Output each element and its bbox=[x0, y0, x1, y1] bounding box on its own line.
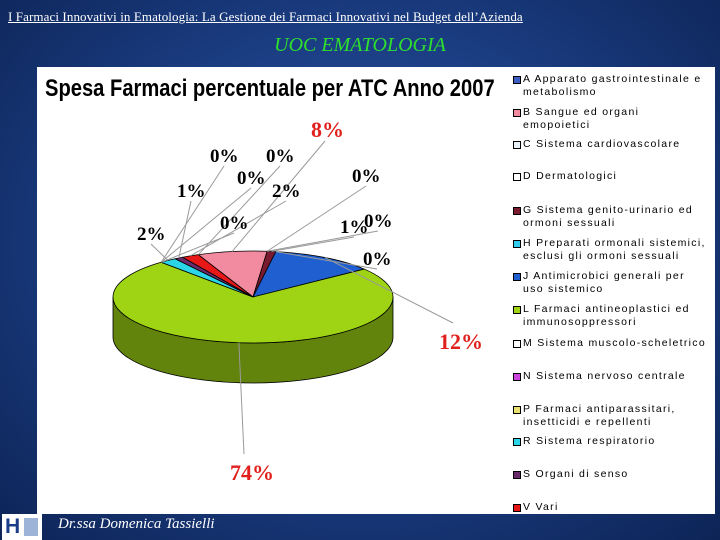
legend-swatch bbox=[513, 141, 521, 149]
footer-author: Dr.ssa Domenica Tassielli bbox=[58, 516, 215, 532]
legend-swatch bbox=[513, 273, 521, 281]
data-label-j: 12% bbox=[439, 329, 483, 354]
leader-line bbox=[324, 257, 454, 324]
leader-line bbox=[197, 165, 281, 255]
leader-line bbox=[190, 200, 287, 257]
legend-label: H Preparati ormonali sistemici, esclusi … bbox=[523, 237, 706, 262]
data-label-p: 0% bbox=[220, 213, 249, 234]
pie-slice-l bbox=[112, 261, 394, 344]
chart-title: Spesa Farmaci percentuale per ATC Anno 2… bbox=[45, 75, 495, 102]
legend-label: D Dermatologici bbox=[523, 170, 618, 182]
legend-swatch bbox=[513, 340, 521, 348]
data-label-b: 8% bbox=[311, 117, 344, 142]
legend-label: M Sistema muscolo-scheletrico bbox=[523, 337, 706, 349]
pie-chart: 0%8%0%0%1%0%12%74%0%0%0%2%1% 2% bbox=[112, 117, 483, 485]
footer-bar: H Dr.ssa Domenica Tassielli bbox=[0, 512, 720, 540]
legend-swatch bbox=[513, 504, 521, 512]
data-label-r: 2% bbox=[137, 224, 166, 245]
leader-line bbox=[238, 342, 245, 455]
legend-label: J Antimicrobici generali per uso sistemi… bbox=[523, 270, 685, 295]
page-subtitle: UOC EMATOLOGIA bbox=[274, 34, 446, 56]
data-label-d: 0% bbox=[364, 211, 393, 232]
leader-line bbox=[178, 200, 192, 259]
leader-line bbox=[160, 165, 225, 263]
legend-swatch bbox=[513, 373, 521, 381]
legend-swatch bbox=[513, 109, 521, 117]
legend-swatch bbox=[513, 306, 521, 314]
data-label-s: 1% bbox=[177, 181, 206, 202]
legend-swatch bbox=[513, 406, 521, 414]
leader-line bbox=[160, 187, 252, 263]
data-label-l: 74% bbox=[230, 460, 274, 485]
leader-line bbox=[271, 236, 355, 252]
chart-panel: Spesa Farmaci percentuale per ATC Anno 2… bbox=[37, 67, 715, 514]
leader-line bbox=[266, 185, 367, 252]
data-label-m: 0% bbox=[237, 168, 266, 189]
legend-swatch bbox=[513, 76, 521, 84]
legend-label: G Sistema genito-urinario ed ormoni sess… bbox=[523, 204, 694, 229]
hospital-logo: H bbox=[2, 514, 42, 540]
legend-label: A Apparato gastrointestinale e metabolis… bbox=[523, 73, 702, 98]
legend-label: C Sistema cardiovascolare bbox=[523, 138, 681, 150]
legend-label: N Sistema nervoso centrale bbox=[523, 370, 686, 382]
legend-swatch bbox=[513, 173, 521, 181]
legend-swatch bbox=[513, 471, 521, 479]
data-label-c: 0% bbox=[352, 166, 381, 187]
legend-label: R Sistema respiratorio bbox=[523, 435, 656, 447]
legend-label: P Farmaci antiparassitari, insetticidi e… bbox=[523, 403, 676, 428]
leader-line bbox=[231, 140, 326, 252]
page-header-title: I Farmaci Innovativi in Ematologia: La G… bbox=[8, 9, 523, 24]
legend-label: S Organi di senso bbox=[523, 468, 629, 480]
leader-line bbox=[150, 243, 169, 261]
legend-swatch bbox=[513, 438, 521, 446]
legend-label: B Sangue ed organi emopoietici bbox=[523, 106, 640, 131]
legend-label: L Farmaci antineoplastici ed immunosoppr… bbox=[523, 303, 690, 328]
legend-swatch bbox=[513, 207, 521, 215]
data-label-n: 0% bbox=[210, 146, 239, 167]
legend-label: V Vari bbox=[523, 501, 559, 513]
leader-line bbox=[267, 230, 379, 252]
leader-line bbox=[275, 251, 378, 270]
data-label-h: 0% bbox=[363, 249, 392, 270]
data-label-a: 0% bbox=[266, 146, 295, 167]
data-label-g: 1% bbox=[340, 217, 369, 238]
legend-swatch bbox=[513, 240, 521, 248]
data-label-v: 2% bbox=[272, 181, 301, 202]
